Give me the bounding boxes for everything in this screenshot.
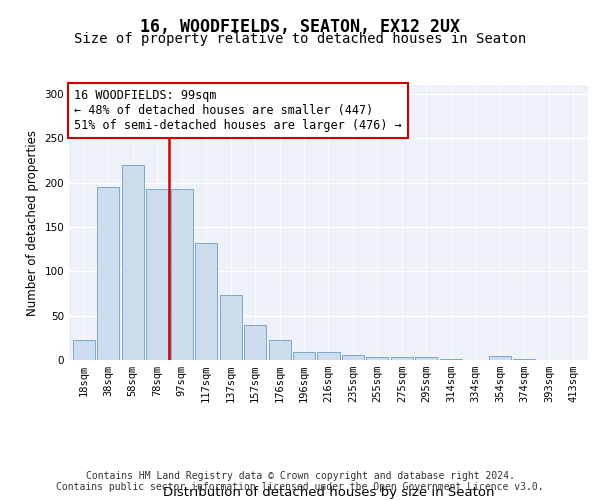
Bar <box>146 189 168 360</box>
Y-axis label: Number of detached properties: Number of detached properties <box>26 130 39 316</box>
Bar <box>73 340 95 360</box>
Bar <box>195 243 217 360</box>
Text: 16 WOODFIELDS: 99sqm
← 48% of detached houses are smaller (447)
51% of semi-deta: 16 WOODFIELDS: 99sqm ← 48% of detached h… <box>74 89 402 132</box>
Bar <box>170 189 193 360</box>
Text: 16, WOODFIELDS, SEATON, EX12 2UX: 16, WOODFIELDS, SEATON, EX12 2UX <box>140 18 460 36</box>
Bar <box>489 356 511 360</box>
Bar <box>367 358 388 360</box>
Bar <box>317 352 340 360</box>
Bar <box>244 324 266 360</box>
Bar <box>293 352 315 360</box>
Bar <box>391 358 413 360</box>
Bar <box>342 354 364 360</box>
Bar <box>269 340 290 360</box>
Text: Size of property relative to detached houses in Seaton: Size of property relative to detached ho… <box>74 32 526 46</box>
Bar <box>415 358 437 360</box>
Bar <box>220 295 242 360</box>
Bar <box>440 359 462 360</box>
Bar <box>97 187 119 360</box>
Text: Contains HM Land Registry data © Crown copyright and database right 2024.
Contai: Contains HM Land Registry data © Crown c… <box>56 471 544 492</box>
Bar <box>514 359 535 360</box>
Bar <box>122 165 143 360</box>
X-axis label: Distribution of detached houses by size in Seaton: Distribution of detached houses by size … <box>163 486 494 498</box>
